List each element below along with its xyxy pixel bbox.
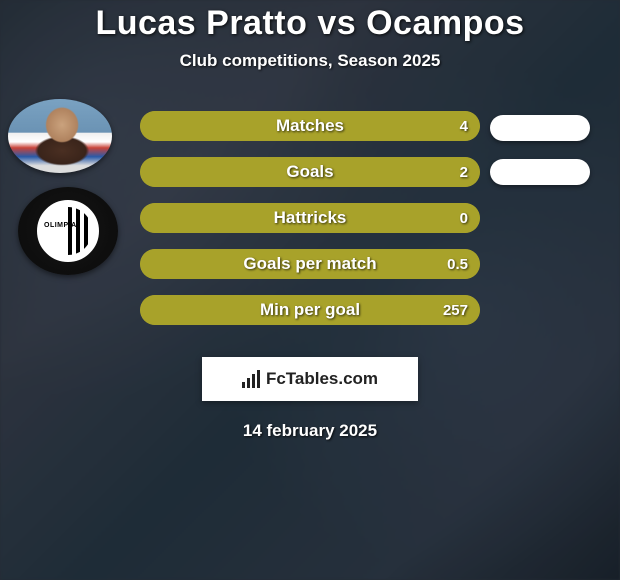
- club-badge-icon: OLIMPIA: [37, 200, 99, 262]
- comparison-infographic: Lucas Pratto vs Ocampos Club competition…: [0, 0, 620, 580]
- stat-label: Goals per match: [140, 249, 480, 279]
- attribution-text: FcTables.com: [266, 369, 378, 389]
- player-right-badge: OLIMPIA: [18, 187, 118, 275]
- right-pill: [490, 115, 590, 141]
- stat-right-value: 257: [443, 295, 468, 325]
- content: Lucas Pratto vs Ocampos Club competition…: [0, 0, 620, 441]
- player-left-avatar: [8, 99, 112, 173]
- stat-label: Min per goal: [140, 295, 480, 325]
- stat-label: Goals: [140, 157, 480, 187]
- stat-bars: Matches4Goals2Hattricks0Goals per match0…: [140, 111, 480, 341]
- attribution[interactable]: FcTables.com: [202, 357, 418, 401]
- stat-bar: Goals2: [140, 157, 480, 187]
- page-title: Lucas Pratto vs Ocampos: [0, 4, 620, 43]
- stat-label: Matches: [140, 111, 480, 141]
- club-badge-text: OLIMPIA: [44, 222, 67, 229]
- right-pill: [490, 159, 590, 185]
- avatars-column: OLIMPIA: [8, 99, 120, 275]
- stat-right-value: 4: [460, 111, 468, 141]
- stat-right-value: 0: [460, 203, 468, 233]
- stat-right-value: 0.5: [447, 249, 468, 279]
- bar-chart-icon: [242, 370, 260, 388]
- stat-bar: Goals per match0.5: [140, 249, 480, 279]
- footer-date: 14 february 2025: [0, 421, 620, 441]
- comparison-body: OLIMPIA Matches4 Goals2 Hattricks0 Goals pe…: [0, 111, 620, 343]
- stat-bar: Matches4: [140, 111, 480, 141]
- page-subtitle: Club competitions, Season 2025: [0, 51, 620, 71]
- stat-bar: Min per goal257: [140, 295, 480, 325]
- stat-right-value: 2: [460, 157, 468, 187]
- stat-bar: Hattricks0: [140, 203, 480, 233]
- stat-label: Hattricks: [140, 203, 480, 233]
